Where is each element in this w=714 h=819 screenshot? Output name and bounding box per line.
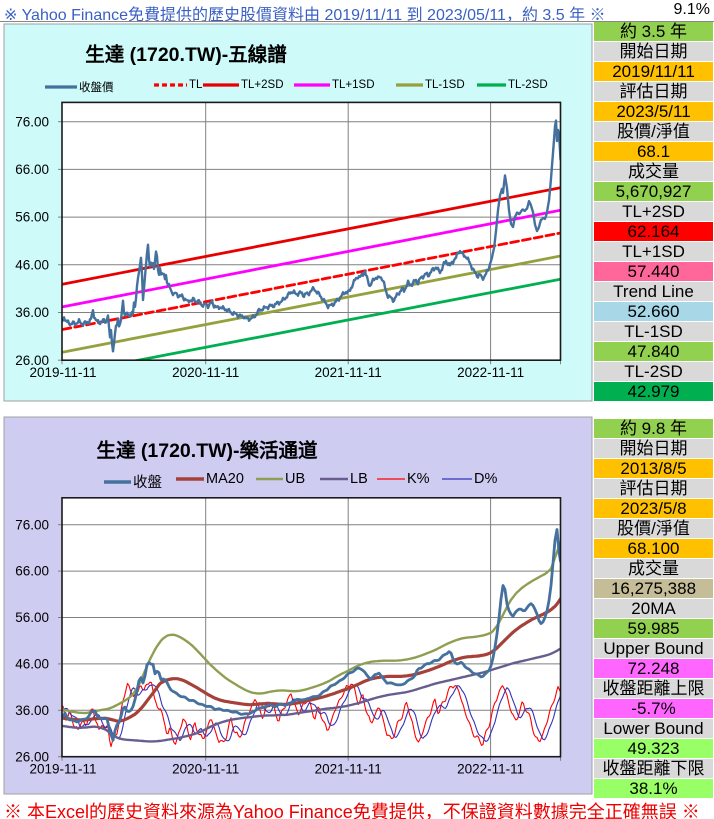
svg-text:2021-11-11: 2021-11-11	[315, 365, 382, 380]
svg-text:56.00: 56.00	[15, 610, 49, 625]
svg-text:2022-11-11: 2022-11-11	[457, 762, 524, 777]
svg-text:26.00: 26.00	[15, 749, 49, 764]
svg-text:2021-11-11: 2021-11-11	[315, 762, 382, 777]
svg-text:2022-11-11: 2022-11-11	[457, 365, 524, 380]
svg-text:26.00: 26.00	[15, 353, 49, 368]
svg-text:36.00: 36.00	[15, 703, 49, 718]
svg-text:2019-11-11: 2019-11-11	[29, 365, 96, 380]
svg-text:56.00: 56.00	[15, 210, 49, 225]
svg-text:2019-11-11: 2019-11-11	[29, 762, 96, 777]
svg-text:76.00: 76.00	[15, 517, 49, 532]
svg-text:66.00: 66.00	[15, 564, 49, 579]
svg-text:2020-11-11: 2020-11-11	[172, 365, 239, 380]
svg-text:46.00: 46.00	[15, 656, 49, 671]
svg-text:2020-11-11: 2020-11-11	[172, 762, 239, 777]
svg-text:76.00: 76.00	[15, 114, 49, 129]
svg-text:66.00: 66.00	[15, 162, 49, 177]
svg-text:36.00: 36.00	[15, 305, 49, 320]
svg-text:46.00: 46.00	[15, 257, 49, 272]
